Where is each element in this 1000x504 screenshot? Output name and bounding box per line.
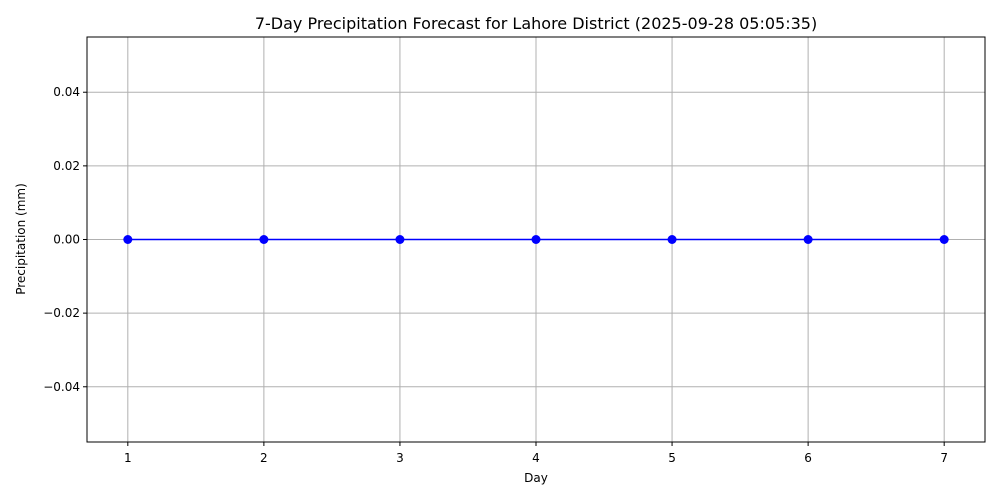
data-point: [395, 235, 405, 244]
x-tick-label: 6: [804, 451, 812, 465]
x-tick-label: 5: [668, 451, 676, 465]
x-tick-label: 2: [260, 451, 268, 465]
x-axis-label: Day: [524, 471, 548, 485]
y-axis-label: Precipitation (mm): [14, 183, 28, 295]
data-point: [531, 235, 541, 244]
x-tick-label: 7: [940, 451, 948, 465]
data-point: [123, 235, 133, 244]
y-tick-label: −0.02: [43, 306, 80, 320]
y-tick-label: −0.04: [43, 380, 80, 394]
y-tick-label: 0.04: [53, 85, 80, 99]
chart-title: 7-Day Precipitation Forecast for Lahore …: [255, 14, 817, 33]
x-tick-label: 3: [396, 451, 404, 465]
x-tick-label: 1: [124, 451, 132, 465]
data-point: [667, 235, 677, 244]
data-point: [803, 235, 813, 244]
data-point: [259, 235, 269, 244]
data-series: [123, 235, 949, 244]
y-tick-label: 0.02: [53, 159, 80, 173]
data-point: [939, 235, 949, 244]
y-tick-label: 0.00: [53, 233, 80, 247]
axis-ticks: 1 2 3 4 5 6 7 0.04 0.02 0.00 −0.02 −0.04: [43, 85, 948, 465]
x-tick-label: 4: [532, 451, 540, 465]
